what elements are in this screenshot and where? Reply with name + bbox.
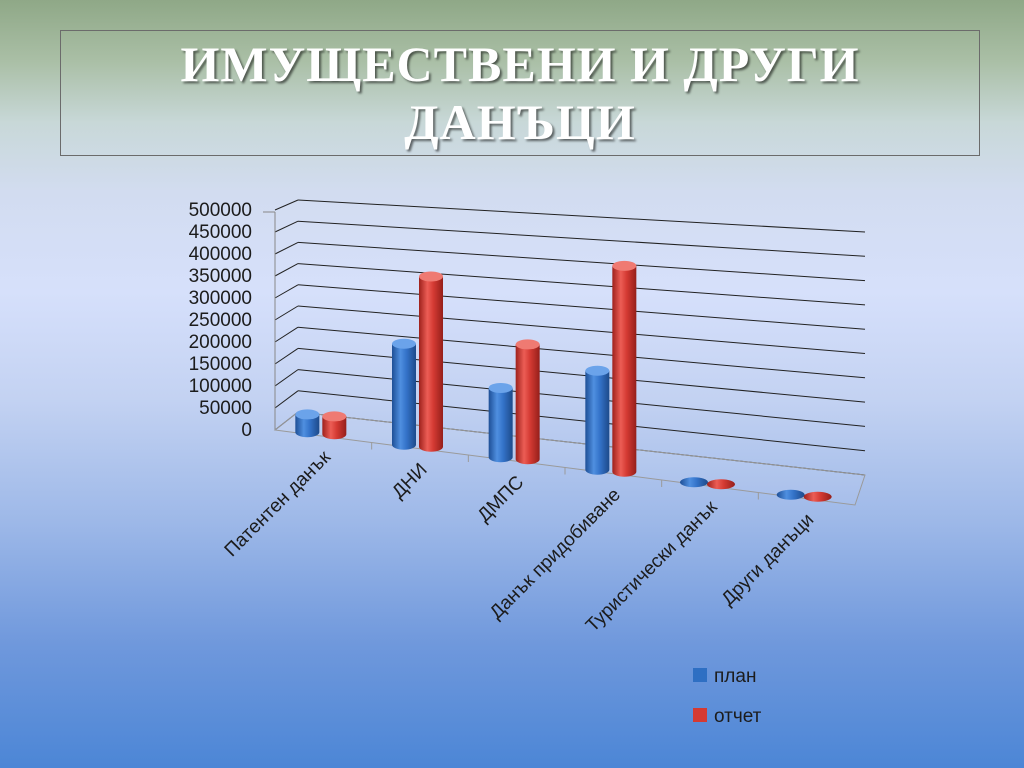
bar-план bbox=[295, 409, 320, 438]
back-wall-gridline bbox=[297, 241, 866, 282]
bar-отчет bbox=[612, 260, 637, 477]
bar-disc bbox=[680, 477, 708, 488]
bar-план bbox=[488, 382, 513, 463]
side-wall-gridline bbox=[274, 220, 299, 233]
y-tick-label: 200000 bbox=[189, 332, 252, 353]
back-wall-gridline bbox=[297, 220, 866, 257]
x-tick-label: Други данъци bbox=[718, 509, 818, 609]
side-wall-gridline bbox=[274, 263, 299, 277]
side-wall-gridline bbox=[274, 199, 299, 211]
y-tick-label: 450000 bbox=[189, 222, 252, 243]
slide-title-box: ИМУЩЕСТВЕНИ И ДРУГИ ДАНЪЦИ bbox=[60, 30, 980, 156]
bar-top bbox=[612, 260, 637, 271]
chart-floor bbox=[273, 411, 866, 506]
y-tick-label: 100000 bbox=[189, 376, 252, 397]
back-wall-gridline bbox=[297, 326, 866, 379]
bar-body bbox=[419, 276, 443, 452]
bar-body bbox=[295, 414, 320, 438]
bar-план bbox=[680, 477, 708, 488]
bar-body bbox=[612, 265, 637, 477]
bar-отчет bbox=[515, 339, 540, 465]
side-wall-gridline bbox=[274, 326, 299, 343]
y-tick-label: 150000 bbox=[189, 354, 252, 375]
legend-swatch bbox=[693, 668, 707, 682]
bar-body bbox=[515, 344, 540, 465]
chart-bars bbox=[295, 260, 832, 502]
y-axis-ticks: 0500001000001500002000002500003000003500… bbox=[189, 200, 252, 441]
legend-label: план bbox=[714, 666, 756, 687]
side-wall-gridline bbox=[274, 369, 299, 387]
back-wall-gridline bbox=[297, 284, 866, 330]
y-tick-label: 350000 bbox=[189, 266, 252, 287]
back-wall-gridline bbox=[297, 199, 866, 233]
bar-отчет bbox=[419, 271, 443, 452]
bar-отчет bbox=[803, 491, 832, 502]
y-tick-label: 0 bbox=[241, 420, 252, 441]
x-tick-label: ДНИ bbox=[388, 459, 431, 502]
bar-top bbox=[488, 382, 513, 393]
bar-план bbox=[392, 338, 416, 450]
y-tick-label: 50000 bbox=[199, 398, 252, 419]
back-wall-gridline bbox=[297, 305, 866, 354]
x-tick-label: ДМПС bbox=[474, 472, 529, 527]
side-wall-gridline bbox=[274, 284, 299, 299]
bar-top bbox=[322, 411, 347, 422]
chart-grid bbox=[263, 199, 866, 506]
legend-swatch bbox=[693, 708, 707, 722]
back-wall-gridline bbox=[297, 263, 866, 306]
side-wall-gridline bbox=[274, 390, 299, 409]
legend-label: отчет bbox=[714, 706, 762, 727]
bar-disc bbox=[803, 491, 832, 502]
bar-body bbox=[488, 387, 513, 463]
back-wall-gridline bbox=[297, 369, 866, 427]
chart-legend: план отчет bbox=[693, 666, 762, 727]
bar-top bbox=[295, 409, 320, 420]
bar-body bbox=[322, 416, 347, 440]
x-tick-label: Патентен данък bbox=[221, 446, 336, 561]
bar-top bbox=[392, 338, 416, 349]
back-wall-gridline bbox=[297, 347, 866, 403]
y-tick-label: 500000 bbox=[189, 200, 252, 221]
bar-отчет bbox=[322, 411, 347, 440]
bar-disc bbox=[707, 479, 735, 490]
bar-top bbox=[515, 339, 540, 350]
bar-body bbox=[585, 370, 610, 475]
side-wall-gridline bbox=[274, 305, 299, 321]
side-wall-gridline bbox=[274, 347, 299, 365]
bar-body bbox=[392, 343, 416, 450]
bar-отчет bbox=[707, 479, 735, 490]
bar-план bbox=[585, 365, 610, 475]
y-tick-label: 250000 bbox=[189, 310, 252, 331]
bar-top bbox=[419, 271, 443, 282]
side-wall-gridline bbox=[274, 241, 299, 255]
slide-title: ИМУЩЕСТВЕНИ И ДРУГИ ДАНЪЦИ bbox=[180, 36, 860, 150]
bar-top bbox=[585, 365, 610, 376]
bar-план bbox=[776, 489, 805, 500]
bar-disc bbox=[776, 489, 805, 500]
y-tick-label: 300000 bbox=[189, 288, 252, 309]
y-tick-label: 400000 bbox=[189, 244, 252, 265]
